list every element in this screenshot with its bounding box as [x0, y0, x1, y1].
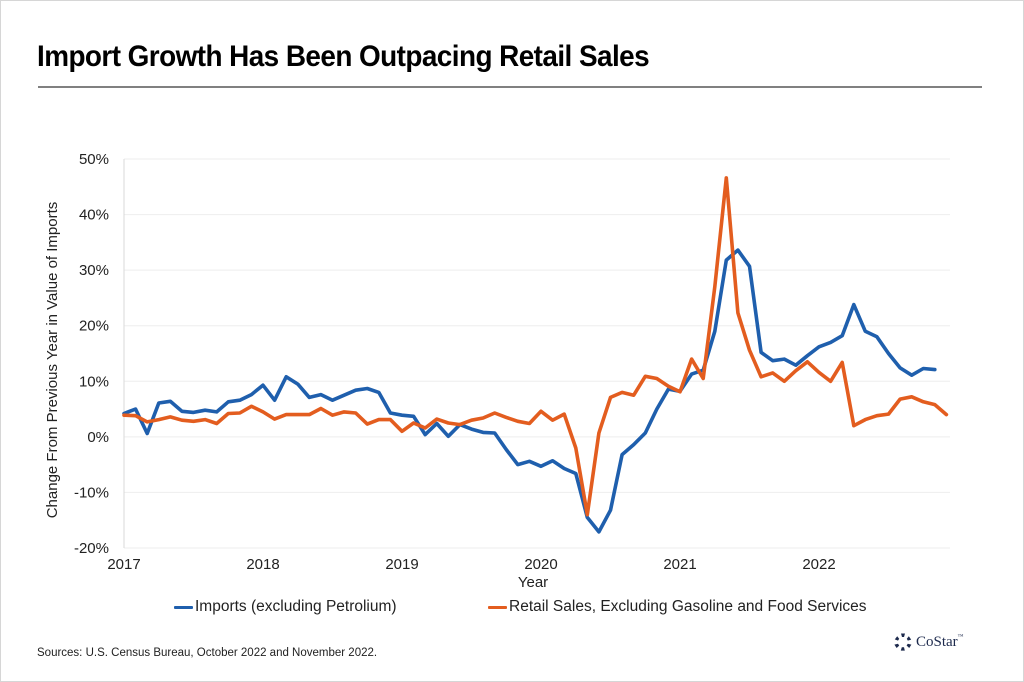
x-axis-title: Year [518, 574, 548, 591]
series-line-imports [122, 248, 937, 534]
costar-logo: CoStar™ [893, 632, 964, 652]
y-tick-label: 10% [79, 373, 109, 390]
x-tick-label: 2018 [246, 556, 279, 573]
x-tick-label: 2017 [107, 556, 140, 573]
legend-item-imports: Imports (excluding Petrolium) [174, 598, 397, 616]
gridlines [124, 158, 950, 549]
logo-wordmark: CoStar [916, 633, 958, 650]
y-tick-label: 50% [79, 151, 109, 168]
legend-label-retail: Retail Sales, Excluding Gasoline and Foo… [509, 598, 867, 615]
y-tick-label: 20% [79, 318, 109, 335]
y-tick-label: 40% [79, 207, 109, 224]
logo-trademark: ™ [957, 633, 964, 640]
y-tick-label: 30% [79, 262, 109, 279]
legend-label-imports: Imports (excluding Petrolium) [195, 598, 397, 615]
chart-title: Import Growth Has Been Outpacing Retail … [37, 40, 650, 73]
x-tick-label: 2022 [802, 556, 835, 573]
title-divider [38, 86, 982, 88]
costar-star-icon [894, 633, 912, 651]
legend-item-retail: Retail Sales, Excluding Gasoline and Foo… [488, 598, 867, 616]
series-lines [122, 176, 949, 534]
y-tick-label: 0% [87, 429, 109, 446]
x-tick-label: 2021 [663, 556, 696, 573]
y-axis-title: Change From Previous Year in Value of Im… [44, 202, 61, 519]
x-tick-label: 2019 [385, 556, 418, 573]
sources-note: Sources: U.S. Census Bureau, October 202… [37, 647, 378, 659]
y-tick-label: -20% [74, 540, 109, 557]
logo-text: CoStar™ [916, 634, 964, 651]
legend-swatch-imports [174, 605, 193, 609]
legend-swatch-retail [488, 605, 507, 609]
y-tick-label: -10% [74, 484, 109, 501]
y-axis-ticks: -20% -10% 0% 10% 20% 30% 40% 50% [74, 151, 109, 557]
x-tick-label: 2020 [524, 556, 557, 573]
x-axis-ticks: 2017 2018 2019 2020 2021 2022 [107, 556, 835, 573]
series-line-retail [122, 176, 949, 517]
